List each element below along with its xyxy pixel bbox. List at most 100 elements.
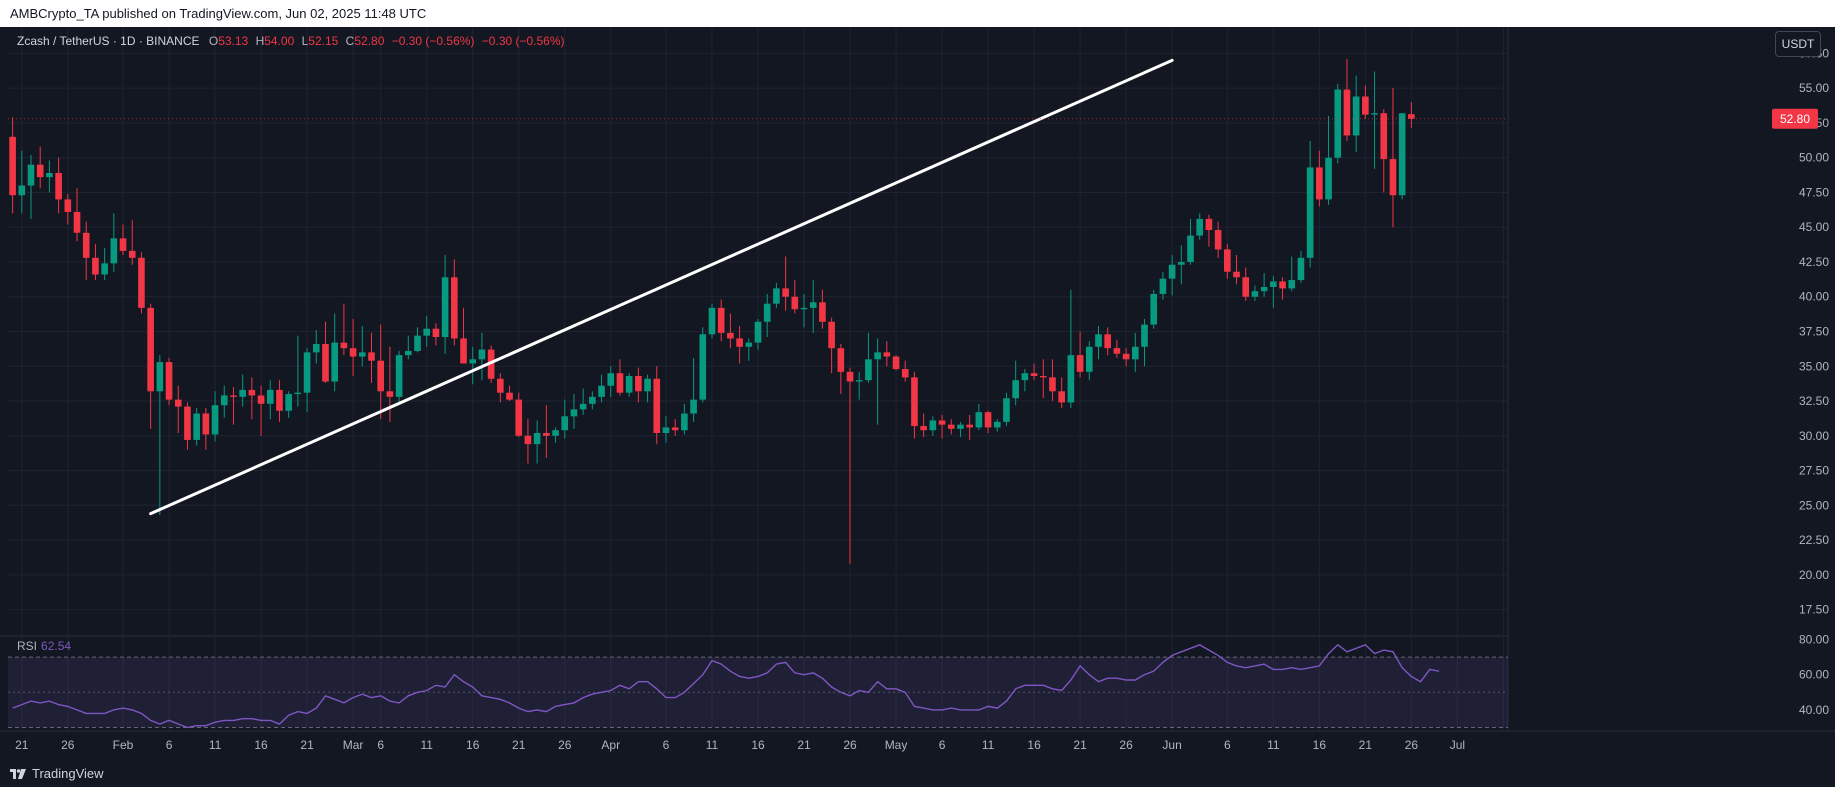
candle-body (1316, 167, 1323, 200)
date-tick-label: Feb (113, 738, 134, 752)
candle-body (128, 250, 136, 258)
candle (312, 330, 320, 364)
candle-body (368, 352, 375, 361)
candle-body (791, 296, 799, 310)
candle (404, 335, 412, 360)
candle (671, 419, 679, 436)
candle (644, 374, 651, 403)
symbol-label[interactable]: Zcash / TetherUS · 1D · BINANCE (17, 34, 200, 48)
candle (699, 327, 707, 403)
candle (773, 282, 780, 308)
candle-body (671, 427, 679, 431)
rsi-value: 62.54 (41, 639, 72, 653)
candle-body (1205, 218, 1213, 230)
candle-body (1398, 113, 1406, 196)
candle-body (993, 421, 1001, 428)
candle-body (1196, 218, 1204, 236)
candle (395, 350, 403, 403)
candle (1095, 325, 1102, 360)
candle (1371, 71, 1378, 169)
candle-body (579, 403, 587, 410)
candle (874, 338, 881, 425)
date-tick-label: 21 (512, 738, 526, 752)
candle (800, 293, 808, 328)
price-tick-label: 55.00 (1799, 81, 1829, 95)
chart-canvas[interactable]: 17.50 20.00 22.50 25.00 27.50 30.00 32.50 35.00… (0, 27, 1835, 760)
date-tick-label: 6 (166, 738, 173, 752)
candle-body (1306, 167, 1314, 258)
candle-body (156, 362, 164, 392)
candle (322, 321, 329, 383)
candle (110, 213, 118, 272)
candle-body (745, 342, 753, 347)
candle-body (478, 349, 486, 360)
candle-body (248, 389, 256, 396)
footer-bar: TradingView (0, 760, 1835, 787)
candle (266, 380, 274, 420)
date-tick-label: 21 (15, 738, 29, 752)
candle-body (404, 350, 412, 356)
candle-body (874, 352, 881, 360)
date-tick-label: 21 (797, 738, 811, 752)
candle (1352, 75, 1360, 153)
candle-body (782, 288, 789, 297)
candle-body (18, 185, 26, 196)
candle-body (957, 424, 964, 429)
candle-body (46, 172, 53, 178)
candle-body (497, 378, 504, 393)
candle-body (184, 406, 191, 440)
candle (156, 355, 164, 516)
rsi-legend: RSI 62.54 (17, 639, 71, 653)
date-tick-label: 26 (558, 738, 572, 752)
candle-body (414, 335, 421, 351)
candle-body (73, 211, 81, 233)
candle-body (570, 409, 578, 417)
date-tick-label: Apr (601, 738, 620, 752)
candle (377, 324, 385, 420)
candle-body (441, 277, 449, 338)
candle-body (193, 413, 200, 440)
candle (119, 224, 127, 256)
candle (837, 344, 845, 395)
candle-body (460, 338, 467, 364)
candle-body (1214, 230, 1222, 250)
date-tick-label: 6 (939, 738, 946, 752)
candle-body (975, 412, 983, 428)
price-tick-label: 40.00 (1799, 290, 1829, 304)
candle-body (883, 352, 891, 357)
candle (736, 325, 743, 364)
date-tick-label: 21 (300, 738, 314, 752)
candle (248, 377, 256, 420)
change-value: −0.30 (−0.56%) (391, 34, 475, 48)
candle (589, 391, 596, 410)
candle (128, 220, 136, 265)
tradingview-logo[interactable]: TradingView (10, 766, 104, 781)
candle-body (1104, 334, 1112, 349)
candle (524, 419, 532, 464)
high-value: 54.00 (264, 34, 295, 48)
date-tick-label: 26 (1405, 738, 1419, 752)
candle (865, 332, 872, 383)
candle (55, 157, 62, 214)
date-tick-label: 26 (1119, 738, 1133, 752)
last-price-tag (1772, 108, 1818, 129)
candle-body (543, 433, 550, 436)
candle-body (1159, 278, 1167, 294)
candle (763, 293, 771, 338)
change-value-2: −0.30 (−0.56%) (481, 34, 565, 48)
currency-button[interactable]: USDT (1775, 31, 1821, 57)
candle (975, 403, 983, 431)
rsi-label[interactable]: RSI (17, 639, 38, 653)
candle-body (230, 395, 237, 397)
date-tick-label: 16 (1313, 738, 1327, 752)
candle-body (469, 359, 477, 364)
candle-body (681, 413, 688, 431)
date-tick-label: 16 (751, 738, 765, 752)
candle (1398, 113, 1406, 200)
date-tick-label: Mar (343, 738, 364, 752)
candle (18, 150, 26, 214)
candle (635, 367, 642, 403)
candle (285, 391, 292, 418)
candle (1150, 289, 1158, 329)
high-label: H (255, 34, 265, 48)
